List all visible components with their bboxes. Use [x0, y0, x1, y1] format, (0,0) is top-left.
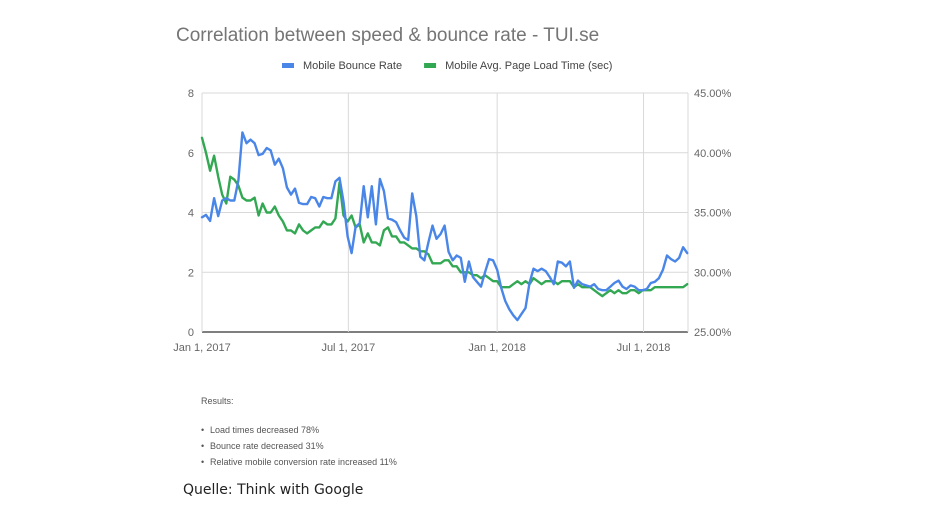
series-line: [200, 131, 689, 322]
x-tick-label: Jan 1, 2017: [173, 342, 231, 354]
y-left-tick-label: 6: [188, 148, 194, 160]
x-axis: Jan 1, 2017 Jul 1, 2017 Jan 1, 2018 Jul 1, …: [173, 342, 670, 354]
results-list: • Load times decreased 78% • Bounce rate d…: [201, 422, 397, 470]
y-left-tick-label: 4: [188, 208, 194, 220]
chart-title: Correlation between speed & bounce rate …: [176, 25, 599, 46]
y-right-tick-label: 45.00%: [694, 88, 732, 100]
y-left-tick-label: 2: [188, 267, 194, 279]
bullet-icon: •: [201, 457, 205, 467]
results-heading: Results:: [201, 396, 234, 406]
legend-swatch: [282, 63, 294, 68]
bullet-icon: •: [201, 441, 205, 451]
y-right-tick-label: 30.00%: [694, 267, 732, 279]
results-item-text: Bounce rate decreased 31%: [210, 441, 324, 451]
results-item-text: Load times decreased 78%: [210, 425, 320, 435]
results-box: Results: • Load times decreased 78% • Boun…: [201, 396, 397, 470]
bullet-icon: •: [201, 425, 205, 435]
gridlines: [201, 92, 689, 333]
series-layer: [200, 131, 689, 322]
legend-swatch: [424, 63, 437, 68]
legend-label: Mobile Avg. Page Load Time (sec): [445, 60, 612, 72]
y-left-tick-label: 0: [188, 327, 194, 339]
x-tick-label: Jul 1, 2018: [617, 342, 671, 354]
series-line: [200, 136, 689, 298]
legend: Mobile Bounce Rate Mobile Avg. Page Load …: [282, 60, 612, 72]
y-right-tick-label: 40.00%: [694, 148, 732, 160]
line-chart: Correlation between speed & bounce rate …: [173, 25, 732, 354]
source-credit: Quelle: Think with Google: [183, 482, 364, 498]
legend-label: Mobile Bounce Rate: [303, 60, 402, 72]
y-axis-left: 0 2 4 6 8: [188, 88, 194, 339]
results-item: • Relative mobile conversion rate increas…: [201, 454, 397, 470]
y-right-tick-label: 35.00%: [694, 208, 732, 220]
x-tick-label: Jan 1, 2018: [468, 342, 526, 354]
y-left-tick-label: 8: [188, 88, 194, 100]
results-item-text: Relative mobile conversion rate increase…: [210, 457, 397, 467]
results-item: • Load times decreased 78%: [201, 422, 397, 438]
y-axis-right: 25.00% 30.00% 35.00% 40.00% 45.00%: [694, 88, 732, 339]
x-tick-label: Jul 1, 2017: [321, 342, 375, 354]
y-right-tick-label: 25.00%: [694, 327, 732, 339]
results-item: • Bounce rate decreased 31%: [201, 438, 397, 454]
